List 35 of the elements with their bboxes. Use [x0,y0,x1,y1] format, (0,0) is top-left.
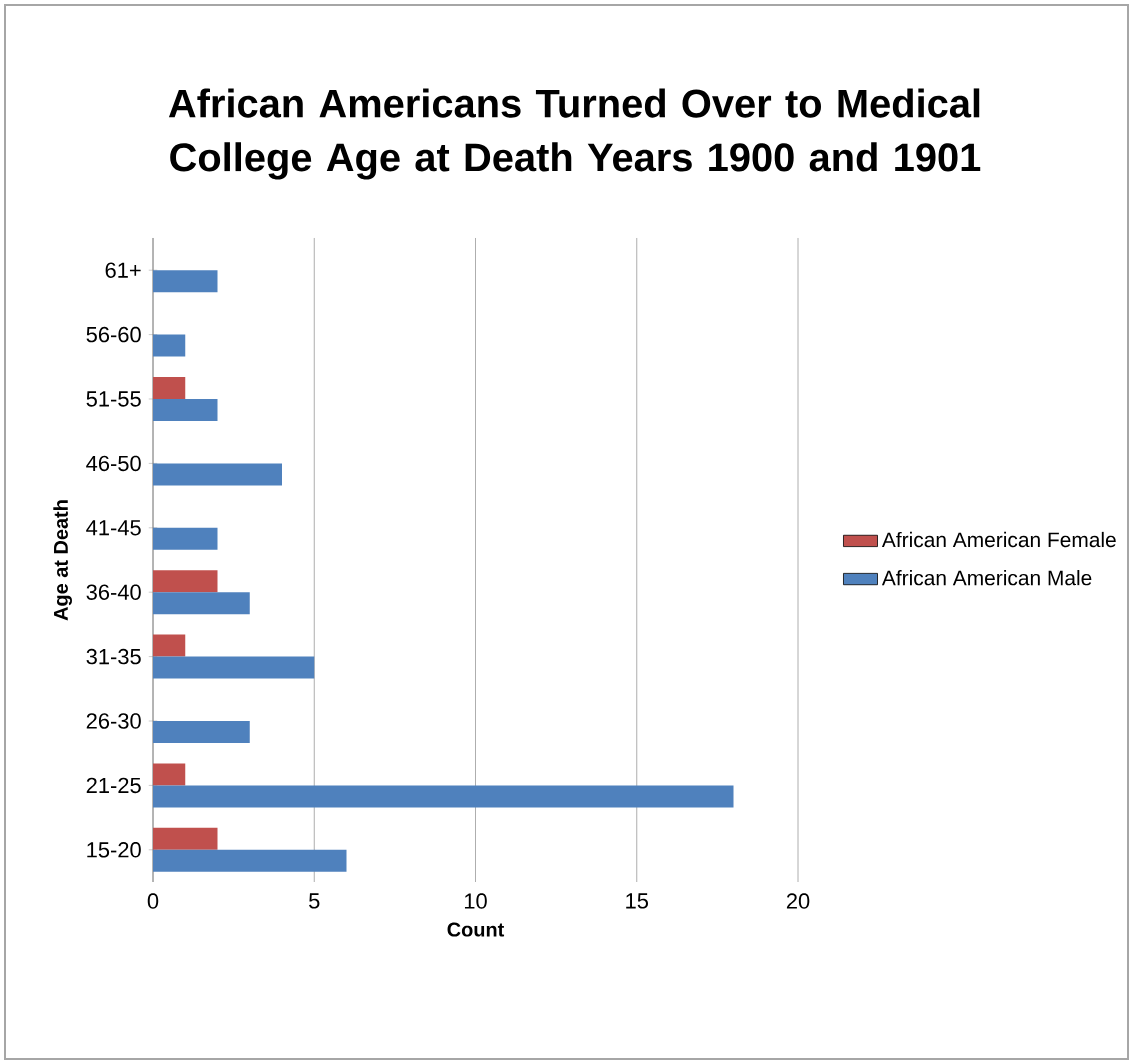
legend-label: African American Male [881,569,1092,586]
x-tick-label: 15 [626,893,648,909]
y-tick-label: 41-45 [86,520,141,536]
bar [153,334,186,357]
bar [153,398,218,421]
y-tick-label: 61+ [105,262,141,278]
x-tick-label: 5 [309,893,320,909]
legend-label: African American Female [881,531,1116,548]
bar [153,570,218,593]
y-axis-title: Age at Death [53,500,72,621]
bar [153,827,218,850]
x-axis-title: Count [447,922,505,937]
x-tick-label: 0 [147,893,159,909]
bar [153,527,218,550]
y-tick-label: 26-30 [86,713,141,729]
bar [153,634,186,657]
bar [153,376,186,399]
x-tick-label: 10 [464,893,487,909]
bar [153,721,250,743]
bar [153,849,347,872]
bar [153,270,218,293]
y-tick-label: 36-40 [86,584,141,600]
bar [153,592,250,615]
x-tick-label: 20 [786,893,810,909]
y-tick-label: 56-60 [86,326,141,343]
y-tick-label: 31-35 [86,648,141,665]
bar [153,463,282,486]
chart-title: African Americans Turned Over to Medical College Age at Death Years 1900 and 1901 [168,88,981,180]
y-tick-label: 46-50 [86,455,141,472]
bar [153,763,186,786]
y-tick-label: 51-55 [86,391,141,407]
y-tick-label: 21-25 [86,777,141,794]
bar [153,656,315,679]
bar [153,785,734,808]
y-tick-label: 15-20 [87,842,141,858]
